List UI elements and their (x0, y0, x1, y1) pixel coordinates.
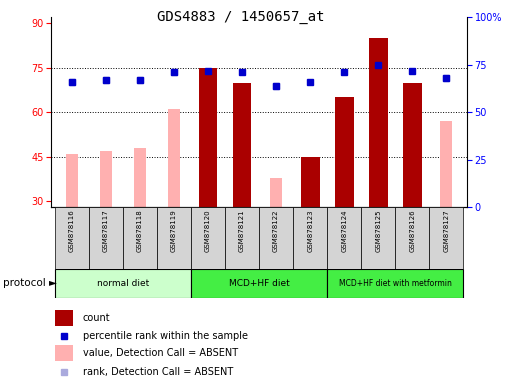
Bar (233, 83, 251, 207)
Text: GSM878125: GSM878125 (376, 209, 381, 252)
Bar (396, 207, 429, 269)
Text: GSM878124: GSM878124 (341, 209, 347, 252)
Text: GSM878121: GSM878121 (239, 209, 245, 252)
Text: MCD+HF diet with metformin: MCD+HF diet with metformin (339, 279, 452, 288)
Bar (100, 151, 112, 207)
Bar (403, 83, 422, 207)
Text: GSM878117: GSM878117 (103, 209, 109, 252)
Text: value, Detection Call = ABSENT: value, Detection Call = ABSENT (83, 348, 238, 358)
Text: GSM878127: GSM878127 (443, 209, 449, 252)
Bar (335, 98, 353, 207)
Text: GSM878119: GSM878119 (171, 209, 177, 252)
Bar (361, 207, 396, 269)
Text: GSM878120: GSM878120 (205, 209, 211, 252)
Bar (55, 269, 191, 298)
Bar (55, 310, 73, 326)
Text: GSM878116: GSM878116 (69, 209, 75, 252)
Text: percentile rank within the sample: percentile rank within the sample (83, 331, 248, 341)
Bar (270, 178, 282, 207)
Bar (191, 269, 327, 298)
Bar (259, 207, 293, 269)
Text: protocol ►: protocol ► (3, 278, 56, 288)
Bar (157, 207, 191, 269)
Text: GDS4883 / 1450657_at: GDS4883 / 1450657_at (157, 10, 325, 23)
Text: GSM878126: GSM878126 (409, 209, 416, 252)
Bar (293, 207, 327, 269)
Bar (66, 154, 78, 207)
Text: GSM878118: GSM878118 (137, 209, 143, 252)
Bar (89, 207, 123, 269)
Bar (369, 38, 388, 207)
Bar (134, 148, 146, 207)
Bar (55, 207, 89, 269)
Text: GSM878122: GSM878122 (273, 209, 279, 252)
Bar (55, 345, 73, 361)
Bar (199, 68, 218, 207)
Bar (191, 207, 225, 269)
Bar (440, 121, 452, 207)
Bar (429, 207, 463, 269)
Text: GSM878123: GSM878123 (307, 209, 313, 252)
Bar (327, 207, 361, 269)
Bar (327, 269, 463, 298)
Text: count: count (83, 313, 110, 323)
Text: normal diet: normal diet (97, 279, 149, 288)
Text: MCD+HF diet: MCD+HF diet (229, 279, 289, 288)
Bar (301, 157, 320, 207)
Bar (123, 207, 157, 269)
Bar (225, 207, 259, 269)
Bar (168, 109, 180, 207)
Text: rank, Detection Call = ABSENT: rank, Detection Call = ABSENT (83, 367, 233, 377)
